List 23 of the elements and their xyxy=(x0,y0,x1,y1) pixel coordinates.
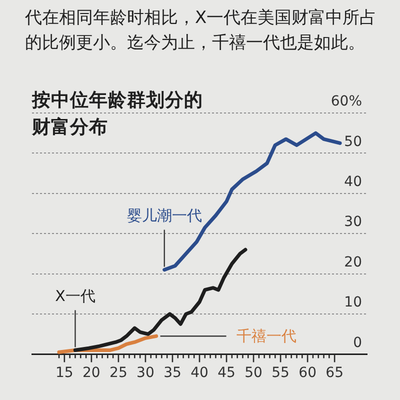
x-tick-label: 35 xyxy=(164,365,182,382)
y-tick-label: 10 xyxy=(344,294,362,311)
y-tick-label: 50 xyxy=(344,134,362,150)
y-tick-label: 20 xyxy=(344,254,362,270)
x-tick-label: 20 xyxy=(82,365,100,382)
x-tick-label: 30 xyxy=(136,365,154,382)
text: X一代 xyxy=(55,287,96,306)
x-tick-label: 55 xyxy=(272,365,290,382)
y-tick-label: 60% xyxy=(330,94,362,110)
x-tick-label: 65 xyxy=(326,365,344,382)
series-label: 婴儿潮一代 xyxy=(126,206,202,225)
chart-title: 按中位年龄群划分的财富分布 xyxy=(32,89,204,140)
x-tick-label: 50 xyxy=(244,365,262,382)
y-tick-label: 0 xyxy=(353,334,362,351)
x-tick-label: 25 xyxy=(110,365,128,382)
text: 代在相同年龄时相比，X一代在美国财富中所占的比例更小。迄今为止，千禧一代也是如此。 xyxy=(25,7,378,55)
text: 千禧一代 xyxy=(236,327,296,345)
x-tick-label: 45 xyxy=(218,365,236,382)
y-tick-label: 40 xyxy=(344,174,362,190)
x-tick-label: 60 xyxy=(298,365,316,382)
x-tick-label: 15 xyxy=(56,365,74,382)
x-tick-label: 40 xyxy=(190,365,208,382)
y-tick-label: 30 xyxy=(344,214,362,230)
